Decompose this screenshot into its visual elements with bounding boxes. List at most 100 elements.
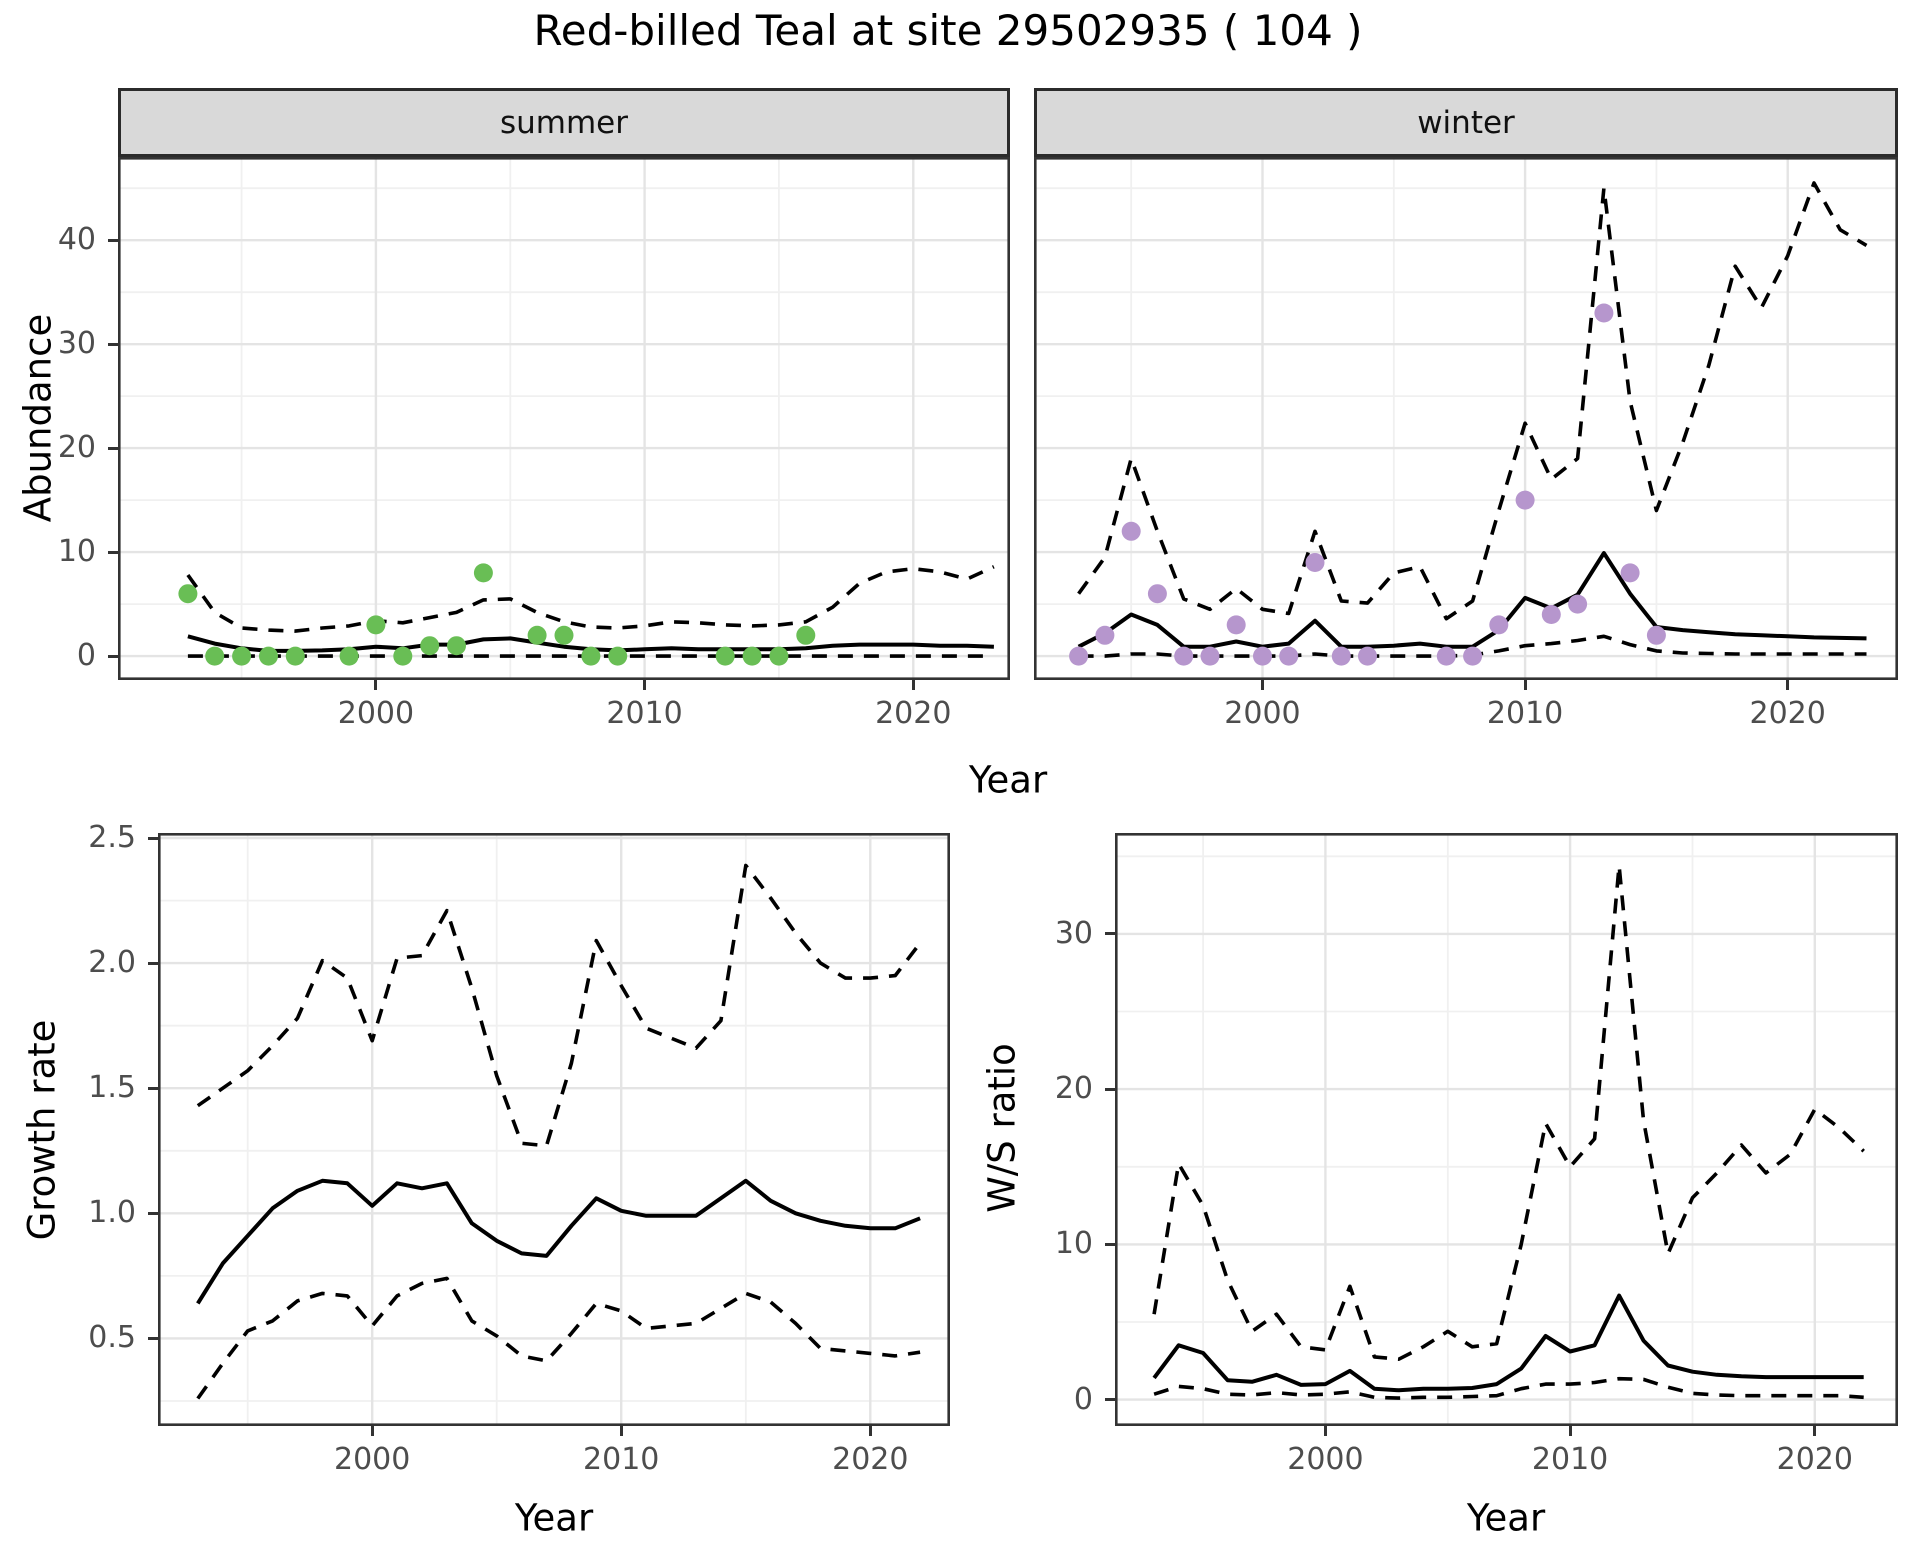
y-tick-mark [1105, 1087, 1115, 1091]
y-tick-label: 0 [1073, 1381, 1093, 1417]
x-tick-mark [1523, 680, 1527, 690]
panel-background [158, 833, 950, 1426]
y-tick-label: 20 [1054, 1071, 1093, 1107]
winter-counts-point [1279, 646, 1299, 666]
panel-border [1115, 833, 1898, 1426]
y-tick-label: 40 [57, 222, 96, 258]
ws-ratio-fit-line [1152, 1293, 1864, 1393]
winter-counts-point [1594, 303, 1614, 323]
panel-background [1034, 157, 1898, 680]
y-tick-label: 1.0 [88, 1195, 136, 1231]
winter-counts-point [1463, 646, 1483, 666]
y-tick-mark [1105, 1398, 1115, 1402]
y-tick-label: 10 [1054, 1226, 1093, 1262]
x-tick-label: 2010 [583, 1442, 660, 1477]
ws-ratio-axis-title: W/S ratio [980, 1043, 1024, 1213]
ws-ratio-upper-ci-line [1152, 863, 1865, 1362]
winter-counts-point [1489, 615, 1509, 635]
y-tick-label: 1.5 [88, 1070, 136, 1106]
summer-counts-point [796, 625, 816, 645]
y-tick-label: 30 [57, 326, 96, 362]
y-tick-label: 2.0 [88, 945, 136, 981]
winter-abundance-plot [1034, 157, 1898, 680]
x-tick-label: 2020 [1749, 696, 1826, 731]
winter-abundance-upper-ci-line [1077, 181, 1868, 621]
y-tick-mark [108, 654, 118, 658]
winter-counts-point [1358, 646, 1377, 666]
y-tick-mark [108, 550, 118, 554]
facet-strip-summer-label: summer [499, 104, 628, 141]
summer-counts-point [473, 563, 493, 583]
summer-counts-point [447, 636, 466, 656]
x-tick-mark [1323, 1426, 1327, 1436]
x-tick-label: 2020 [1776, 1442, 1853, 1477]
y-tick-label: 2.5 [88, 820, 136, 855]
x-tick-label: 2000 [334, 1442, 411, 1477]
y-tick-mark [108, 342, 118, 346]
x-tick-label: 2020 [832, 1442, 909, 1477]
summer-counts-point [554, 625, 574, 645]
winter-counts-point [1646, 625, 1666, 645]
x-tick-label: 2010 [606, 696, 683, 731]
x-tick-mark [911, 680, 915, 690]
y-tick-label: 20 [57, 430, 96, 466]
year-axis-title-bottom-left: Year [514, 1496, 594, 1540]
y-tick-mark [148, 1086, 158, 1090]
summer-counts-point [715, 646, 735, 666]
facet-strip-winter: winter [1034, 88, 1898, 157]
summer-counts-point [742, 646, 762, 666]
summer-counts-point [393, 646, 413, 666]
y-tick-mark [148, 1211, 158, 1215]
growth-rate-fit-line [196, 1178, 921, 1305]
ws-ratio-plot [1115, 833, 1898, 1426]
summer-counts-point [178, 584, 198, 604]
winter-counts-point [1069, 646, 1089, 666]
facet-strip-winter-label: winter [1417, 104, 1515, 141]
panel-border [1034, 157, 1898, 680]
x-tick-mark [1260, 680, 1264, 690]
x-tick-label: 2010 [1486, 696, 1564, 731]
x-tick-label: 2000 [1224, 696, 1301, 731]
ws-ratio-lower-ci-line [1153, 1376, 1864, 1400]
summer-counts-point [259, 646, 278, 666]
x-tick-label: 2010 [1531, 1442, 1609, 1477]
x-tick-mark [1813, 1426, 1817, 1436]
y-tick-mark [148, 1336, 158, 1340]
y-tick-mark [108, 238, 118, 242]
summer-counts-point [769, 646, 789, 666]
y-tick-label: 0 [76, 638, 96, 674]
x-tick-label: 2000 [337, 696, 415, 731]
panel-background [118, 157, 1010, 680]
x-tick-mark [374, 680, 378, 690]
y-tick-mark [1105, 1242, 1115, 1246]
x-tick-mark [643, 680, 647, 690]
summer-counts-point [608, 646, 628, 666]
x-tick-label: 2000 [1287, 1442, 1364, 1477]
summer-counts-point [339, 646, 359, 666]
winter-counts-point [1174, 646, 1194, 666]
growth-rate-lower-ci-line [196, 1276, 921, 1400]
winter-counts-point [1515, 490, 1535, 510]
winter-counts-point [1568, 594, 1588, 614]
summer-counts-point [205, 646, 225, 666]
summer-counts-point [420, 636, 440, 656]
winter-counts-point [1226, 615, 1246, 635]
winter-counts-point [1095, 625, 1115, 645]
winter-counts-point [1200, 646, 1220, 666]
y-tick-label: 0.5 [88, 1320, 136, 1356]
winter-counts-point [1147, 584, 1167, 604]
y-tick-label: 10 [57, 534, 96, 570]
winter-counts-point [1331, 646, 1351, 666]
winter-counts-point [1253, 646, 1272, 666]
summer-abundance-upper-ci-line [186, 565, 995, 633]
winter-counts-point [1541, 605, 1561, 624]
winter-counts-point [1620, 563, 1640, 583]
x-tick-mark [1568, 1426, 1572, 1436]
summer-counts-point [366, 615, 386, 635]
x-tick-label: 2020 [875, 696, 952, 731]
growth-rate-plot [158, 833, 950, 1426]
summer-counts-point [527, 625, 547, 645]
chart-title: Red-billed Teal at site 29502935 ( 104 ) [533, 6, 1363, 55]
x-tick-mark [370, 1426, 374, 1436]
